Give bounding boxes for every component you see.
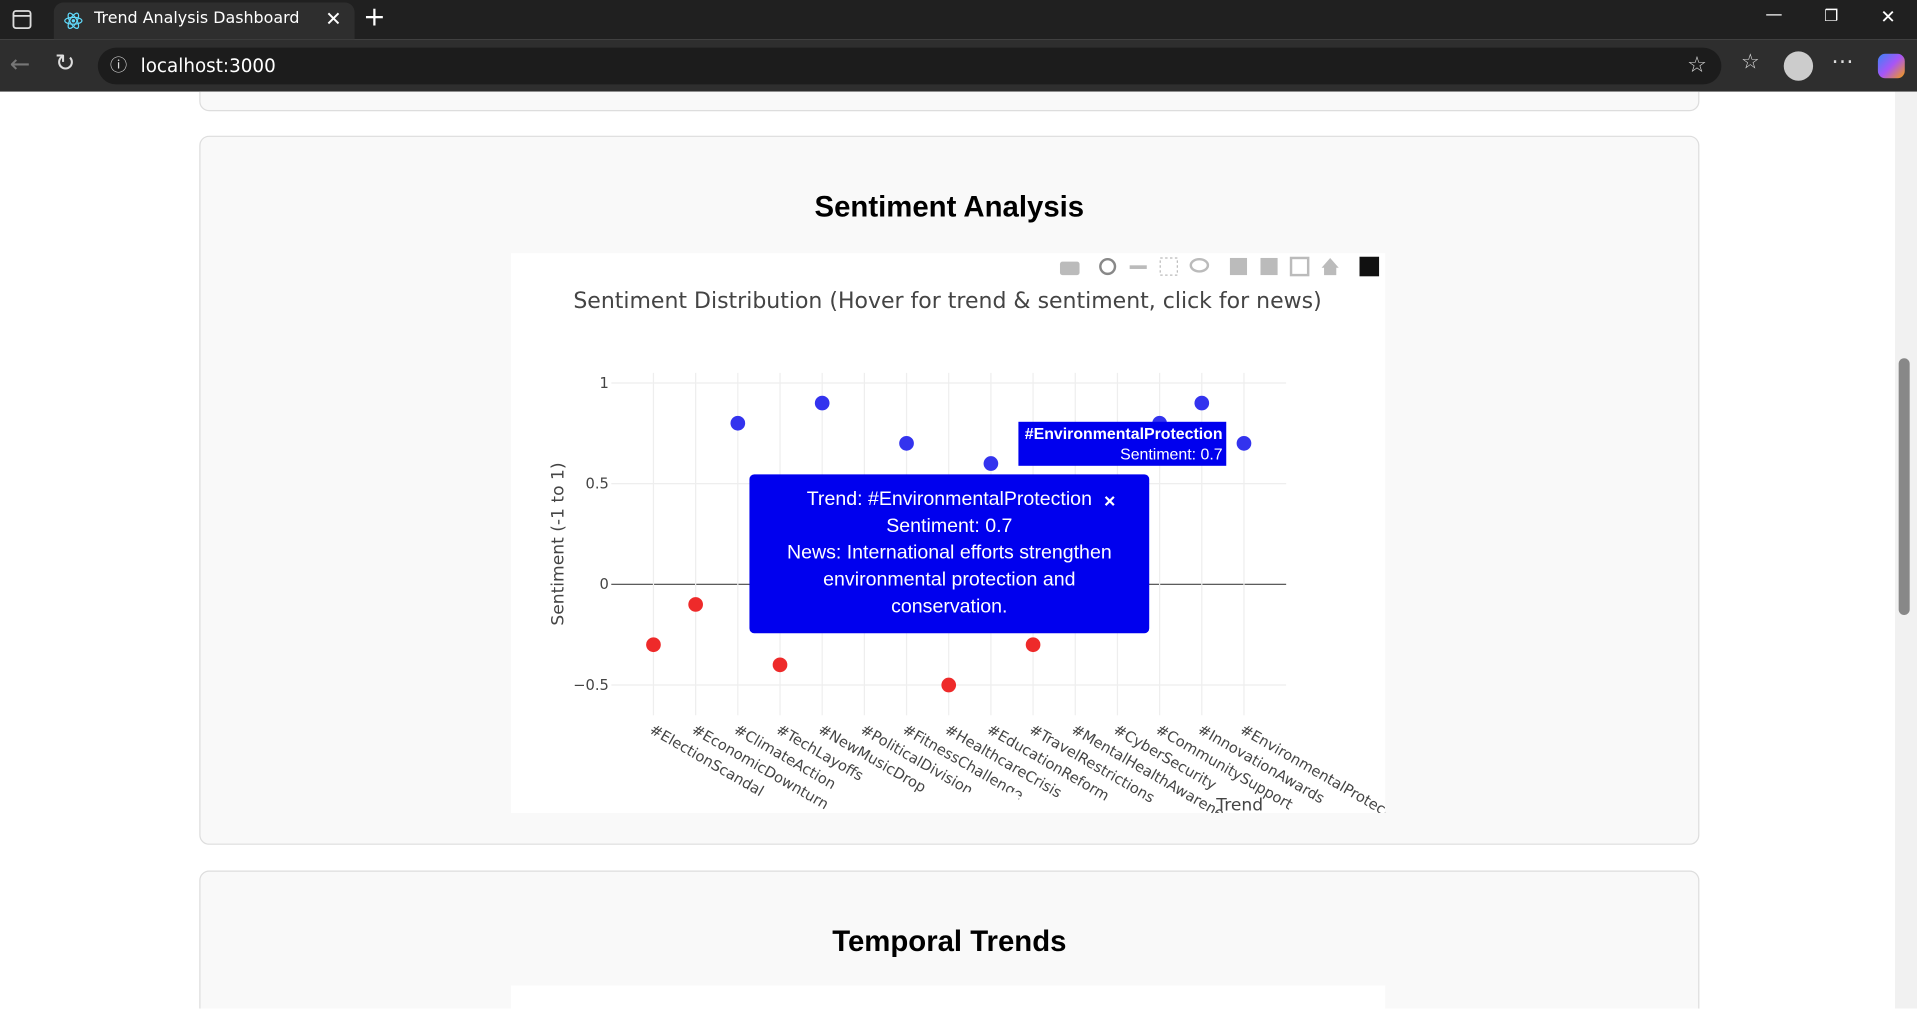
minimize[interactable]: — [1765, 4, 1783, 25]
tab[interactable]: Trend Analysis Dashboard ✕ [53, 2, 355, 40]
y-tick-label: −0.5 [573, 677, 609, 694]
y-tick-label: 0.5 [586, 476, 609, 493]
point [1236, 436, 1252, 451]
point [772, 657, 788, 673]
chart-placeholder [511, 985, 1386, 1009]
tab-close[interactable]: ✕ [325, 7, 342, 31]
x-axis-title: Trend [1215, 796, 1263, 813]
url: localhost:3000 [140, 55, 276, 78]
hover-label: #EnvironmentalProtection Sentiment: 0.7 [1018, 421, 1227, 466]
profile[interactable] [1783, 51, 1814, 81]
modebar [1059, 256, 1380, 277]
address-bar[interactable]: ⓘ localhost:3000 ☆ [97, 47, 1722, 85]
star[interactable]: ☆ [1687, 52, 1707, 79]
card: Temporal Trends [199, 870, 1700, 1009]
popup-close[interactable]: × [1103, 491, 1116, 513]
viewport: Sentiment Analysis Temporal Trends Senti… [0, 91, 1895, 1009]
point [983, 456, 999, 471]
zoom-in-icon[interactable] [1229, 257, 1248, 276]
pan-icon[interactable] [1129, 265, 1147, 269]
copilot[interactable] [1877, 53, 1905, 79]
select-icon[interactable] [1159, 257, 1178, 276]
new-tab[interactable]: + [363, 2, 386, 34]
popup-sentiment: Sentiment: 0.7 [886, 515, 1013, 537]
popup-trend: Trend: #EnvironmentalProtection [806, 489, 1092, 510]
lasso-icon[interactable] [1189, 257, 1210, 273]
point [646, 637, 661, 653]
zoom-icon[interactable] [1099, 257, 1117, 276]
point [814, 395, 830, 411]
tab-strip: Trend Analysis Dashboard ✕ + — ❐ ✕ [0, 0, 1917, 40]
point [1194, 395, 1210, 411]
reset-icon[interactable] [1321, 257, 1339, 276]
react-icon [64, 12, 83, 30]
favorites[interactable]: ☆ [1740, 50, 1760, 75]
restore[interactable]: ❐ [1824, 7, 1839, 26]
site-info[interactable]: ⓘ [110, 56, 128, 76]
chart-title: Sentiment Distribution (Hover for trend … [573, 289, 1321, 314]
scroll-thumb[interactable] [1898, 358, 1910, 615]
point [688, 597, 703, 612]
tab-title: Trend Analysis Dashboard [94, 9, 300, 29]
scrollbar[interactable] [1894, 91, 1917, 1009]
close-window[interactable]: ✕ [1880, 6, 1896, 29]
card [199, 91, 1700, 112]
section-title: Sentiment Analysis [814, 190, 1085, 224]
y-axis-title: Sentiment (-1 to 1) [549, 462, 569, 625]
point [899, 436, 914, 451]
point [941, 677, 957, 693]
hover-text: Sentiment: 0.7 [1120, 445, 1223, 464]
popup-news: News: International efforts strengthen e… [786, 542, 1112, 618]
plotly-logo[interactable] [1359, 256, 1380, 277]
back[interactable]: ← [9, 48, 31, 79]
hover-trend: #EnvironmentalProtection [1024, 424, 1223, 443]
point [1025, 637, 1041, 653]
y-tick-label: 0 [600, 576, 609, 593]
point [730, 415, 746, 431]
news-popup: Trend: #EnvironmentalProtection Sentimen… [749, 474, 1150, 634]
label-mask [877, 792, 1019, 814]
tab-actions-icon[interactable] [12, 10, 32, 30]
y-tick-label: 1 [600, 375, 609, 392]
autoscale-icon[interactable] [1289, 256, 1310, 277]
camera-icon[interactable] [1059, 261, 1080, 276]
more[interactable]: ⋯ [1831, 48, 1854, 75]
section-title: Temporal Trends [832, 925, 1067, 959]
zoom-out-icon[interactable] [1260, 257, 1278, 276]
reload[interactable]: ↻ [55, 47, 76, 78]
